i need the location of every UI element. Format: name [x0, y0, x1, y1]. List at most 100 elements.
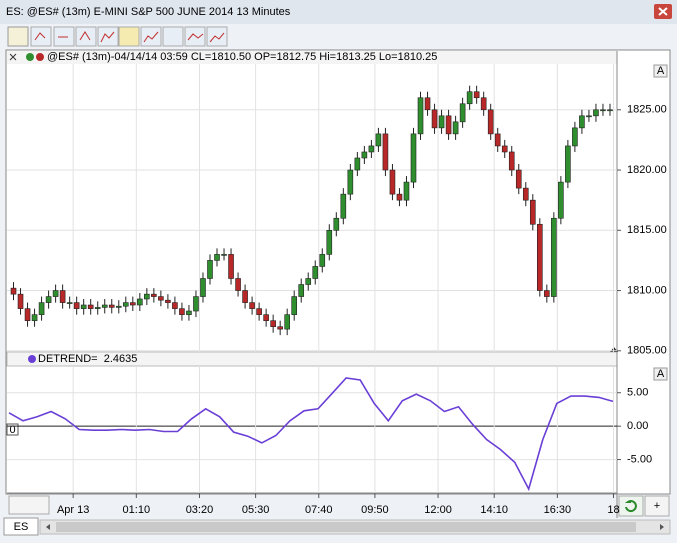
candle-body: [522, 187, 529, 201]
candle-body: [122, 302, 129, 307]
candle-body: [235, 278, 241, 291]
candle-body: [452, 121, 459, 135]
window-title: ES: @ES# (13m) E-MINI S&P 500 JUNE 2014 …: [6, 6, 291, 18]
candle-body: [361, 151, 368, 159]
candle-body: [558, 181, 564, 219]
candle-body: [115, 305, 122, 308]
plots: 1805.00 1810.00 1815.00 1820.00 1825.00 5.00 0…: [7, 64, 667, 516]
candle-body: [45, 296, 52, 303]
x-tick-label: 05:30: [242, 504, 270, 516]
indicator-legend: DETREND= 2.4635: [38, 353, 137, 365]
candle-body: [59, 290, 66, 303]
candle-body: [242, 290, 248, 303]
candle-body: [10, 287, 17, 295]
candle-body: [263, 314, 269, 321]
candle-body: [38, 302, 45, 315]
candle-body: [494, 133, 501, 147]
candle-body: [501, 145, 508, 153]
candle-body: [31, 314, 38, 321]
candle-body: [579, 115, 585, 129]
candle-body: [24, 308, 31, 321]
candle-body: [186, 310, 192, 315]
candle-body: [130, 302, 136, 306]
x-tick-label: 07:40: [305, 504, 333, 516]
refresh-icon: [624, 500, 637, 513]
close-panel-icon[interactable]: [9, 53, 17, 61]
candle-body: [515, 169, 522, 189]
candle-body: [291, 296, 298, 315]
scroll-thumb[interactable]: [56, 522, 636, 532]
candle-body: [431, 109, 438, 129]
toolbar: [7, 26, 228, 47]
y-tick-label: 0.00: [627, 420, 648, 432]
tool-button[interactable]: [184, 26, 206, 47]
x-tick-label: Apr 13: [57, 504, 89, 516]
tool-button[interactable]: [118, 26, 140, 47]
legend-up: [26, 53, 34, 61]
symbol-tab[interactable]: [3, 517, 39, 536]
candle-body: [151, 293, 157, 297]
candle-body: [200, 278, 206, 297]
candle-body: [551, 217, 557, 297]
candle-body: [537, 223, 543, 291]
candle-body: [221, 254, 227, 256]
candle-body: [312, 266, 319, 279]
candle-body: [158, 296, 164, 301]
candle-body: [108, 304, 115, 308]
y-tick-label: 1815.00: [627, 224, 667, 236]
candle-body: [73, 302, 80, 309]
candle-body: [572, 127, 578, 147]
candle-body: [17, 293, 24, 309]
candle-body: [340, 193, 347, 219]
candle-body: [593, 109, 599, 117]
tool-icons: [34, 31, 225, 43]
chart-frame: [5, 49, 671, 495]
x-tick-label: 01:10: [123, 504, 151, 516]
y-tick-label: 1810.00: [627, 284, 667, 296]
close-icon: [658, 7, 668, 16]
tool-button[interactable]: [30, 26, 52, 47]
candle-body: [487, 109, 494, 135]
tool-button[interactable]: [75, 26, 97, 47]
candle-body: [66, 302, 73, 304]
x-tick-label: 12:00: [424, 504, 452, 516]
candle-body: [144, 293, 150, 300]
candle-body: [305, 278, 312, 285]
autoscale-label: A: [657, 368, 665, 380]
candle-body: [256, 308, 262, 315]
y-tick-label: 1805.00: [627, 345, 667, 357]
legend-down: [36, 53, 44, 61]
candle-body: [249, 302, 255, 309]
candle-body: [326, 229, 333, 255]
y-tick-label: -5.00: [627, 453, 652, 465]
candle-body: [101, 304, 108, 308]
add-label: +: [654, 500, 660, 512]
legend-detrend: [28, 355, 36, 363]
autoscale-button[interactable]: [653, 367, 668, 381]
detrend-line: [8, 377, 614, 492]
candle-body: [52, 290, 59, 297]
candle-body: [508, 151, 515, 171]
refresh-button[interactable]: [618, 495, 644, 517]
candle-body: [179, 308, 185, 315]
candle-body: [459, 103, 466, 123]
candle-body: [375, 133, 382, 147]
candle-body: [80, 304, 87, 309]
candle-body: [165, 299, 171, 303]
symbol-tab-label: ES: [14, 521, 29, 533]
candle-body: [87, 304, 94, 309]
candle-body: [600, 109, 606, 112]
candle-body: [410, 133, 417, 183]
tool-button[interactable]: [206, 26, 228, 47]
tool-button[interactable]: [140, 26, 162, 47]
y-tick-label: 1825.00: [627, 104, 667, 116]
tool-button[interactable]: [7, 26, 29, 47]
add-button[interactable]: [644, 495, 670, 517]
x-tick-label: 14:10: [480, 504, 508, 516]
tool-button[interactable]: [162, 26, 184, 47]
x-tick-label: 18: [607, 504, 619, 516]
candle-body: [214, 254, 220, 261]
candle-body: [319, 254, 326, 267]
autoscale-button[interactable]: [653, 64, 668, 78]
